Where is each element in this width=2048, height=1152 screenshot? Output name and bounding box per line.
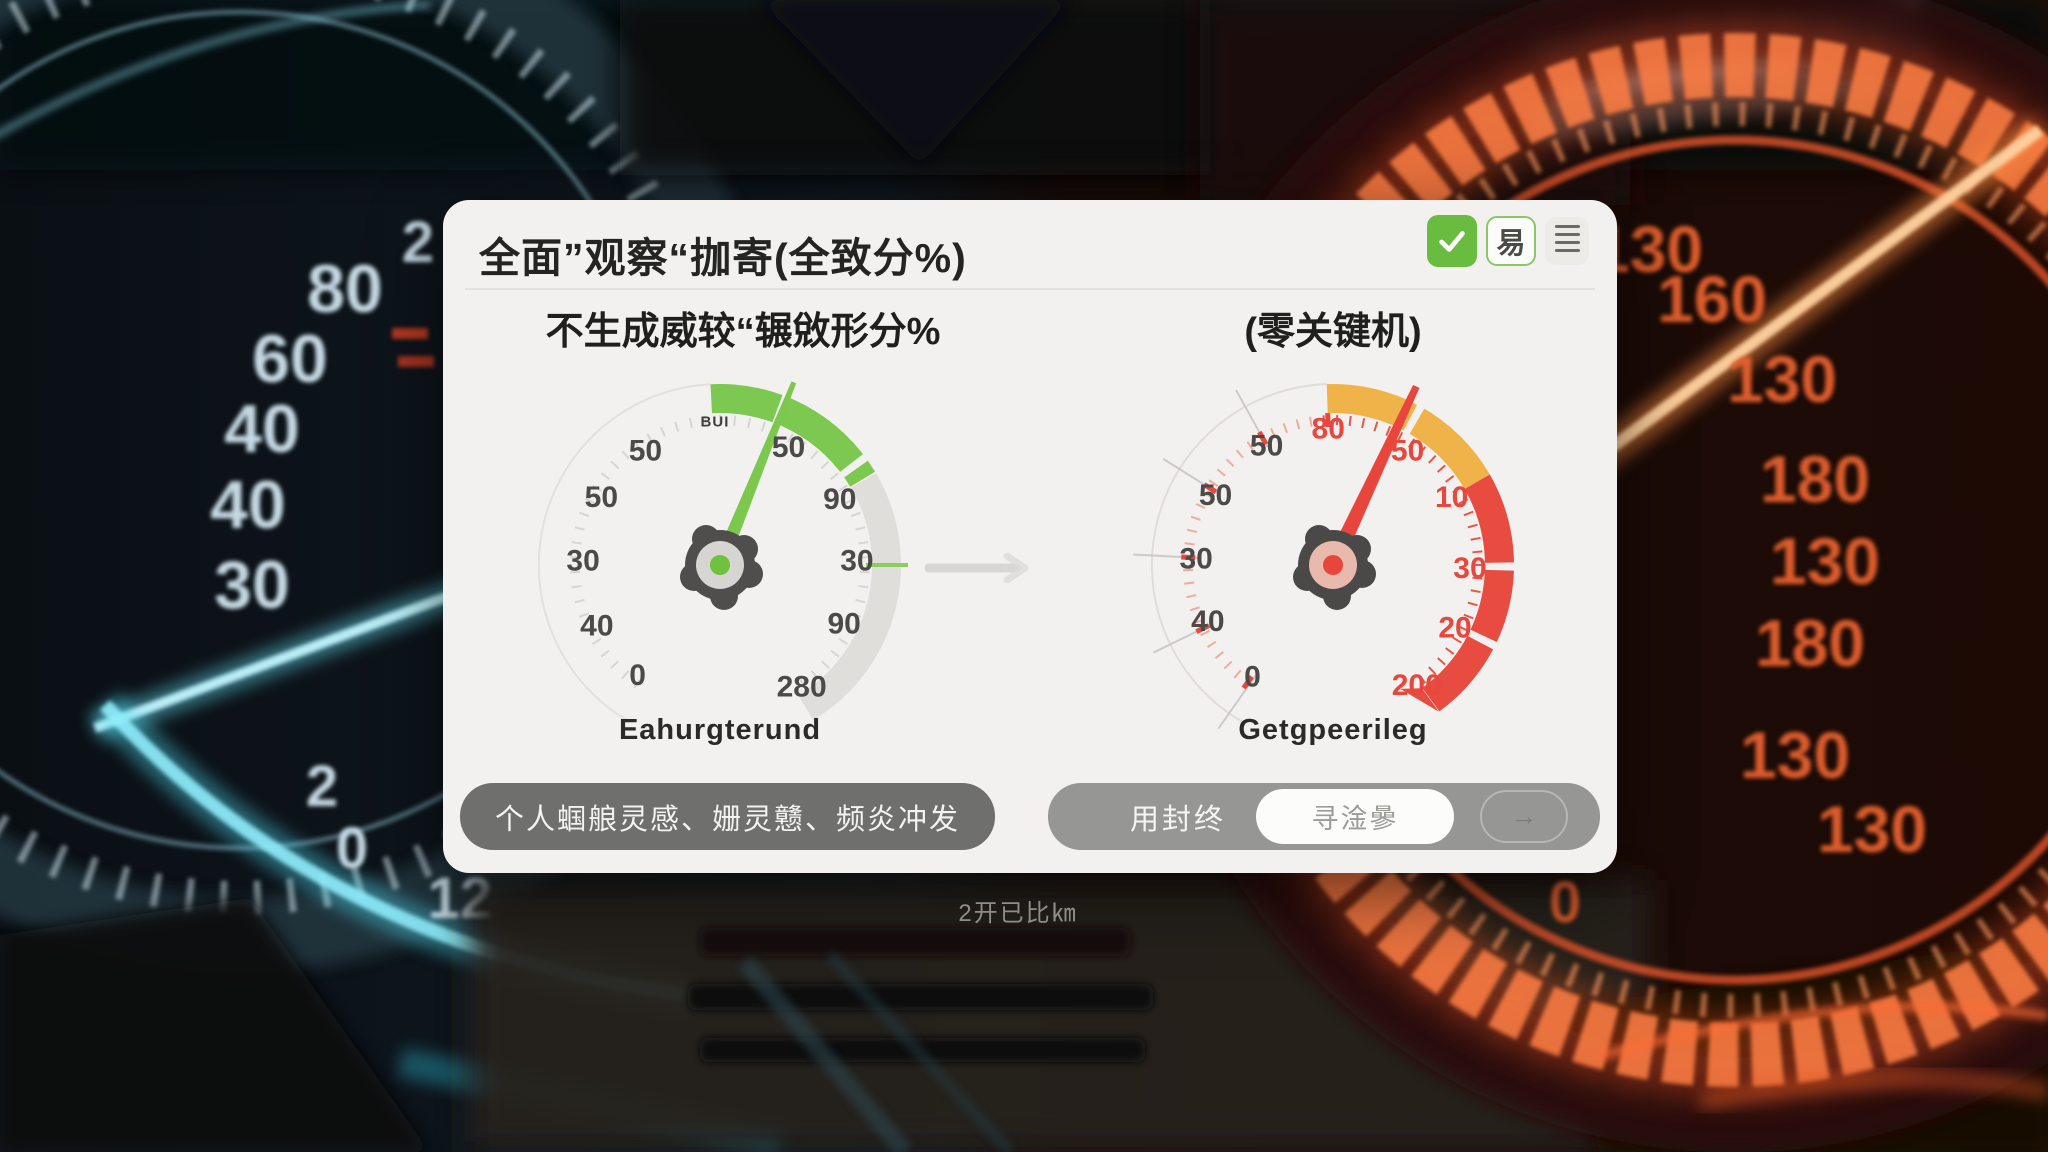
svg-text:80: 80 <box>1312 413 1345 446</box>
dashboard-card: 全面”观察“拁寄(全致分%) 易 不生成威较“辗敓形分% (零关键机) 0 40 3… <box>443 200 1617 873</box>
right-action-label: 用封终 <box>1130 803 1227 836</box>
svg-text:30: 30 <box>1180 542 1213 575</box>
menu-lines-icon <box>1554 232 1580 236</box>
svg-text:280: 280 <box>777 671 827 704</box>
svg-text:90: 90 <box>827 607 860 640</box>
alt-mode-button[interactable]: 易 <box>1486 216 1536 266</box>
svg-text:50: 50 <box>1199 479 1232 512</box>
panel-title: 全面”观察“拁寄(全致分%) <box>479 235 967 281</box>
svg-text:50: 50 <box>629 435 662 468</box>
svg-text:60: 60 <box>252 321 328 397</box>
confirm-button[interactable] <box>1427 215 1477 267</box>
svg-text:80: 80 <box>307 251 383 327</box>
arrow-right-icon <box>924 552 1029 584</box>
svg-text:200: 200 <box>1392 669 1442 702</box>
svg-text:50: 50 <box>1391 435 1424 468</box>
right-gauge-heading: (零关键机) <box>1244 311 1422 353</box>
footnote-text: 2开已比㎞ <box>958 900 1078 927</box>
svg-text:0: 0 <box>1549 870 1581 935</box>
right-gauge-caption: Getgpeerileg <box>1238 714 1428 746</box>
svg-text:2: 2 <box>402 210 434 275</box>
svg-text:40: 40 <box>1191 605 1224 638</box>
pill-button[interactable]: 寻淦曑 <box>1256 789 1455 844</box>
svg-text:50: 50 <box>1250 430 1283 463</box>
svg-text:130: 130 <box>1727 342 1837 416</box>
svg-text:0: 0 <box>1244 660 1261 693</box>
svg-text:2: 2 <box>306 754 338 819</box>
svg-text:160: 160 <box>1657 262 1767 336</box>
svg-text:50: 50 <box>585 481 618 514</box>
title-divider <box>465 288 1595 290</box>
right-gauge-chart: 0 40 30 50 50 80 50 10 30 20 200 <box>1133 383 1518 730</box>
svg-text:BUI: BUI <box>701 413 730 430</box>
svg-text:30: 30 <box>214 547 290 623</box>
svg-text:0: 0 <box>336 816 368 881</box>
svg-text:40: 40 <box>210 467 286 543</box>
ghost-arrow-button[interactable]: → <box>1480 790 1569 843</box>
left-gauge-caption: Eahurgterund <box>618 714 822 746</box>
svg-text:180: 180 <box>1760 442 1870 516</box>
svg-text:30: 30 <box>840 545 873 578</box>
svg-text:90: 90 <box>823 483 856 516</box>
svg-text:30: 30 <box>566 545 599 578</box>
svg-text:130: 130 <box>1770 524 1880 598</box>
svg-text:130: 130 <box>1740 718 1850 792</box>
svg-text:0: 0 <box>629 659 646 692</box>
svg-text:10: 10 <box>1435 481 1468 514</box>
check-icon <box>1439 231 1465 252</box>
svg-text:180: 180 <box>1755 606 1865 680</box>
toolbar: 易 <box>1427 215 1589 267</box>
menu-button[interactable] <box>1545 217 1589 265</box>
svg-text:30: 30 <box>1453 552 1486 585</box>
left-gauge-heading: 不生成威较“辗敓形分% <box>545 311 941 353</box>
svg-text:130: 130 <box>1817 792 1927 866</box>
svg-text:20: 20 <box>1438 612 1471 645</box>
svg-text:40: 40 <box>224 391 300 467</box>
svg-text:50: 50 <box>772 431 805 464</box>
svg-text:40: 40 <box>580 610 613 643</box>
left-action-button[interactable]: 个人蝈艆灵感、姗灵戆、频炎冲发 <box>460 783 995 850</box>
right-action-bar[interactable]: 用封终 寻淦曑 → <box>1048 783 1600 850</box>
